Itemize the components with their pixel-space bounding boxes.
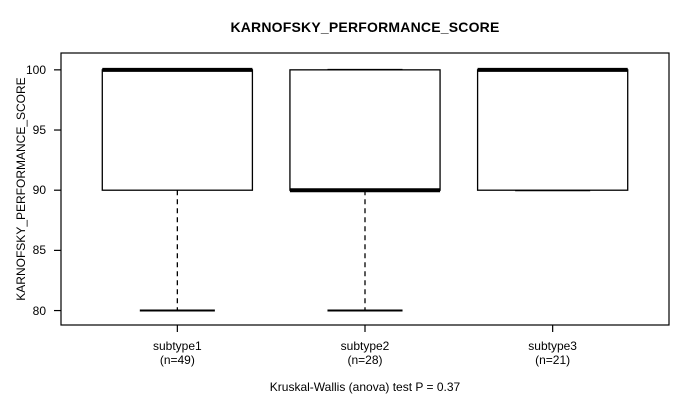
stat-test-annotation: Kruskal-Wallis (anova) test P = 0.37 bbox=[269, 380, 461, 394]
boxplot-box bbox=[476, 69, 629, 191]
boxplot-box bbox=[101, 69, 254, 191]
boxplot-box bbox=[289, 69, 441, 191]
chart-title: KARNOFSKY_PERFORMANCE_SCORE bbox=[230, 19, 500, 35]
